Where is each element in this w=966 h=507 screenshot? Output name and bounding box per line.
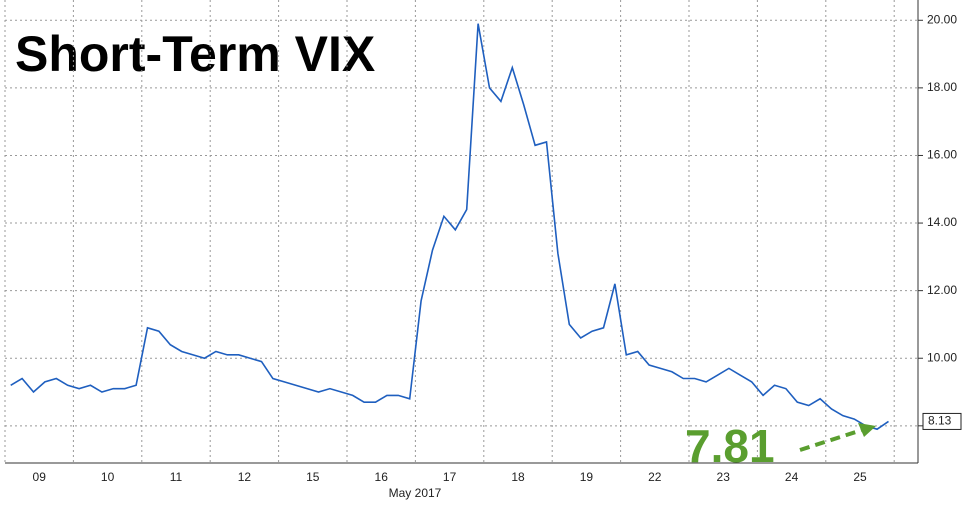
x-tick-label: 10 [101,470,115,484]
y-tick-label: 14.00 [927,215,957,229]
x-tick-label: 17 [443,470,457,484]
x-tick-label: 11 [170,470,183,484]
x-tick-label: 25 [853,470,867,484]
y-tick-label: 16.00 [927,148,957,162]
x-tick-label: 12 [238,470,252,484]
y-tick-label: 12.00 [927,283,957,297]
x-tick-label: 23 [717,470,731,484]
last-value-box [922,412,962,430]
chart-title: Short-Term VIX [15,26,375,82]
x-tick-label: 22 [648,470,662,484]
series-line [10,23,889,431]
y-tick-label: 18.00 [927,80,957,94]
annotation: 7.81 [685,420,775,472]
y-tick-label: 10.00 [927,350,957,364]
x-tick-label: 15 [306,470,320,484]
annotation-arrow [799,428,863,452]
x-axis-label: May 2017 [389,486,442,500]
annotation-arrowhead [858,423,876,437]
y-tick-label: 20.00 [927,12,957,26]
x-tick-label: 18 [511,470,525,484]
x-tick-label: 16 [375,470,389,484]
x-tick-label: 09 [33,470,47,484]
x-tick-label: 19 [580,470,594,484]
x-tick-label: 24 [785,470,799,484]
last-value-label: 8.13 [928,414,952,428]
